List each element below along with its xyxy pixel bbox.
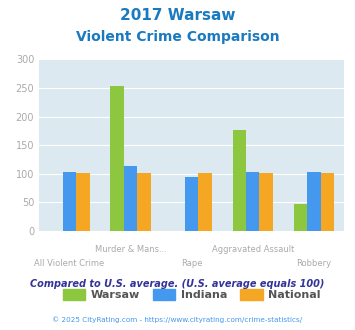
Text: Aggravated Assault: Aggravated Assault — [212, 245, 294, 254]
Bar — [198, 173, 212, 231]
Bar — [260, 173, 273, 231]
Bar — [137, 173, 151, 231]
Bar — [124, 166, 137, 231]
Bar — [233, 130, 246, 231]
Bar — [185, 177, 198, 231]
Bar — [321, 173, 334, 231]
Bar — [63, 172, 76, 231]
Bar — [294, 204, 307, 231]
Legend: Warsaw, Indiana, National: Warsaw, Indiana, National — [58, 284, 325, 305]
Text: Rape: Rape — [181, 259, 202, 268]
Text: 2017 Warsaw: 2017 Warsaw — [120, 8, 235, 23]
Bar — [76, 173, 90, 231]
Bar — [110, 86, 124, 231]
Text: Murder & Mans...: Murder & Mans... — [95, 245, 166, 254]
Bar — [246, 172, 260, 231]
Text: All Violent Crime: All Violent Crime — [34, 259, 105, 268]
Text: Compared to U.S. average. (U.S. average equals 100): Compared to U.S. average. (U.S. average … — [30, 279, 325, 289]
Bar — [307, 172, 321, 231]
Text: Violent Crime Comparison: Violent Crime Comparison — [76, 30, 279, 44]
Text: © 2025 CityRating.com - https://www.cityrating.com/crime-statistics/: © 2025 CityRating.com - https://www.city… — [53, 316, 302, 323]
Text: Robbery: Robbery — [296, 259, 331, 268]
